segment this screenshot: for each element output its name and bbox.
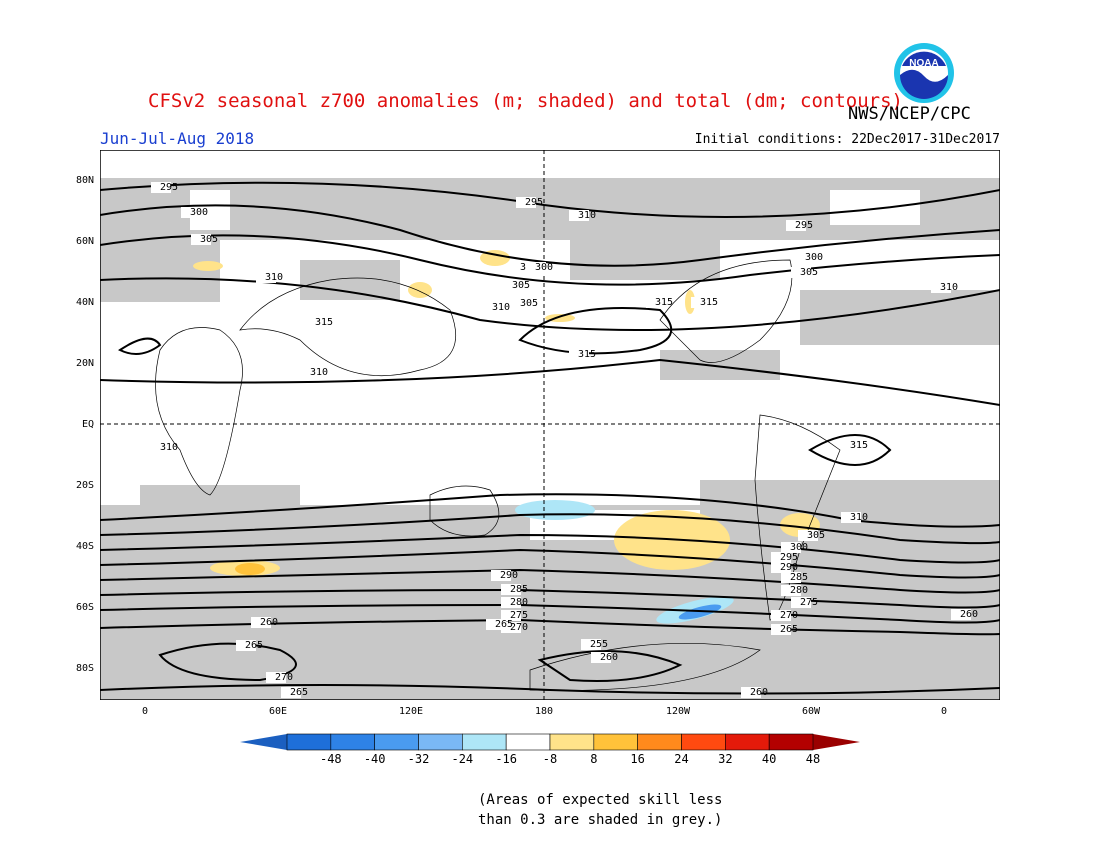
contour-label: 310: [850, 512, 868, 523]
colorbar-tick: -16: [495, 752, 517, 766]
contour-label: 265: [290, 687, 308, 698]
skill-note-line1: (Areas of expected skill less: [478, 792, 723, 808]
contour-label: 315: [315, 317, 333, 328]
colorbar-segment: [549, 733, 595, 751]
contour-label: 310: [492, 302, 510, 313]
contour-label: 270: [510, 622, 528, 633]
height-contours: [100, 181, 1000, 695]
contour-label: 295: [795, 220, 813, 231]
contour-label: 300: [805, 252, 823, 263]
lon-label-180: 180: [534, 706, 554, 717]
colorbar-tick: 32: [718, 752, 733, 766]
contour-label: 285: [790, 572, 808, 583]
colorbar-segment: [593, 733, 638, 751]
contour-label: 275: [510, 610, 528, 621]
colorbar-tick: 24: [674, 752, 689, 766]
contour-label: 280: [790, 585, 808, 596]
contour-label-group: 2953003053103153102953003053103053003103…: [151, 182, 978, 698]
contour-label: 310: [310, 367, 328, 378]
colorbar-segment: [330, 733, 375, 751]
contour-label: 270: [780, 610, 798, 621]
lon-label-120e: 120E: [398, 706, 424, 717]
colorbar-segment: [637, 733, 682, 751]
contour-label: 310: [265, 272, 283, 283]
contour-label: 295: [525, 197, 543, 208]
colorbar-segment: [418, 733, 463, 751]
lat-label-20n: 20N: [75, 358, 94, 369]
lon-label-60w: 60W: [801, 706, 821, 717]
lat-label-eq: EQ: [81, 419, 94, 430]
contour-label: 260: [260, 617, 278, 628]
colorbar-tick: -40: [363, 752, 386, 766]
contour-label: 300: [190, 207, 208, 218]
lon-label-60e: 60E: [268, 706, 288, 717]
colorbar-tick: 40: [761, 752, 777, 766]
contour-label: 295: [780, 552, 798, 563]
contour-label: 310: [160, 442, 178, 453]
lon-label-0-east: 0: [940, 706, 948, 717]
forecast-period: Jun-Jul-Aug 2018: [100, 129, 255, 148]
contour-label: 315: [578, 349, 596, 360]
contour-label: 305: [800, 267, 818, 278]
contour-label: 295: [160, 182, 178, 193]
contour-label: 265: [780, 624, 798, 635]
contour-label: 300: [535, 262, 553, 273]
colorbar-tick: -48: [319, 752, 342, 766]
colorbar-segment: [374, 733, 419, 751]
colorbar-segment: [725, 733, 770, 751]
colorbar-high-arrow: [813, 734, 860, 750]
contour-label: 260: [960, 609, 978, 620]
colorbar-tick: 16: [630, 752, 645, 766]
contour-label: 315: [850, 440, 868, 451]
colorbar-segment: [681, 733, 726, 751]
world-map: 2953003053103153102953003053103053003103…: [100, 150, 1000, 700]
contour-label: 305: [512, 280, 530, 291]
colorbar-tick: 48: [805, 752, 821, 766]
colorbar-segment: [462, 733, 507, 751]
contour-label: 315: [700, 297, 718, 308]
contour-label: 300: [790, 542, 808, 553]
colorbar-segment: [768, 733, 814, 751]
contour-label: 265: [495, 619, 513, 630]
colorbar-tick: -8: [542, 752, 558, 766]
contour-label: 270: [275, 672, 293, 683]
contour-label: 305: [520, 298, 538, 309]
lat-label-60s: 60S: [75, 602, 94, 613]
lat-label-40s: 40S: [75, 541, 94, 552]
agency-label: NWS/NCEP/CPC: [848, 104, 971, 124]
lat-label-20s: 20S: [75, 480, 94, 491]
lat-label-40n: 40N: [75, 297, 94, 308]
contour-label: 285: [510, 584, 528, 595]
lon-label-0: 0: [141, 706, 149, 717]
colorbar-tick: -24: [451, 752, 474, 766]
contour-label: 265: [245, 640, 263, 651]
lat-label-80n: 80N: [75, 175, 94, 186]
lat-label-60n: 60N: [75, 236, 94, 247]
colorbar-tick: -32: [407, 752, 430, 766]
lon-label-120w: 120W: [665, 706, 691, 717]
contour-label: 280: [510, 597, 528, 608]
logo-text: NOAA: [909, 58, 938, 69]
contour-label: 290: [500, 570, 518, 581]
contour-label: 310: [578, 210, 596, 221]
contour-label: 290: [780, 562, 798, 573]
colorbar-segment: [286, 733, 332, 751]
lat-label-80s: 80S: [75, 663, 94, 674]
contour-label: 315: [655, 297, 673, 308]
colorbar-low-arrow: [240, 734, 287, 750]
contour-label: 255: [590, 639, 608, 650]
map-title: CFSv2 seasonal z700 anomalies (m; shaded…: [148, 90, 903, 112]
contour-label: 260: [750, 687, 768, 698]
initial-conditions: Initial conditions: 22Dec2017-31Dec2017: [694, 132, 1000, 147]
noaa-logo-icon: NOAA: [894, 43, 954, 103]
contour-label: 305: [200, 234, 218, 245]
anomaly-colorbar: [240, 733, 860, 751]
contour-label: 275: [800, 597, 818, 608]
colorbar-segment: [505, 733, 551, 751]
skill-note-line2: than 0.3 are shaded in grey.): [478, 812, 723, 828]
contour-label: 260: [600, 652, 618, 663]
colorbar-tick: 8: [590, 752, 598, 766]
contour-label: 310: [940, 282, 958, 293]
contour-label: 305: [807, 530, 825, 541]
